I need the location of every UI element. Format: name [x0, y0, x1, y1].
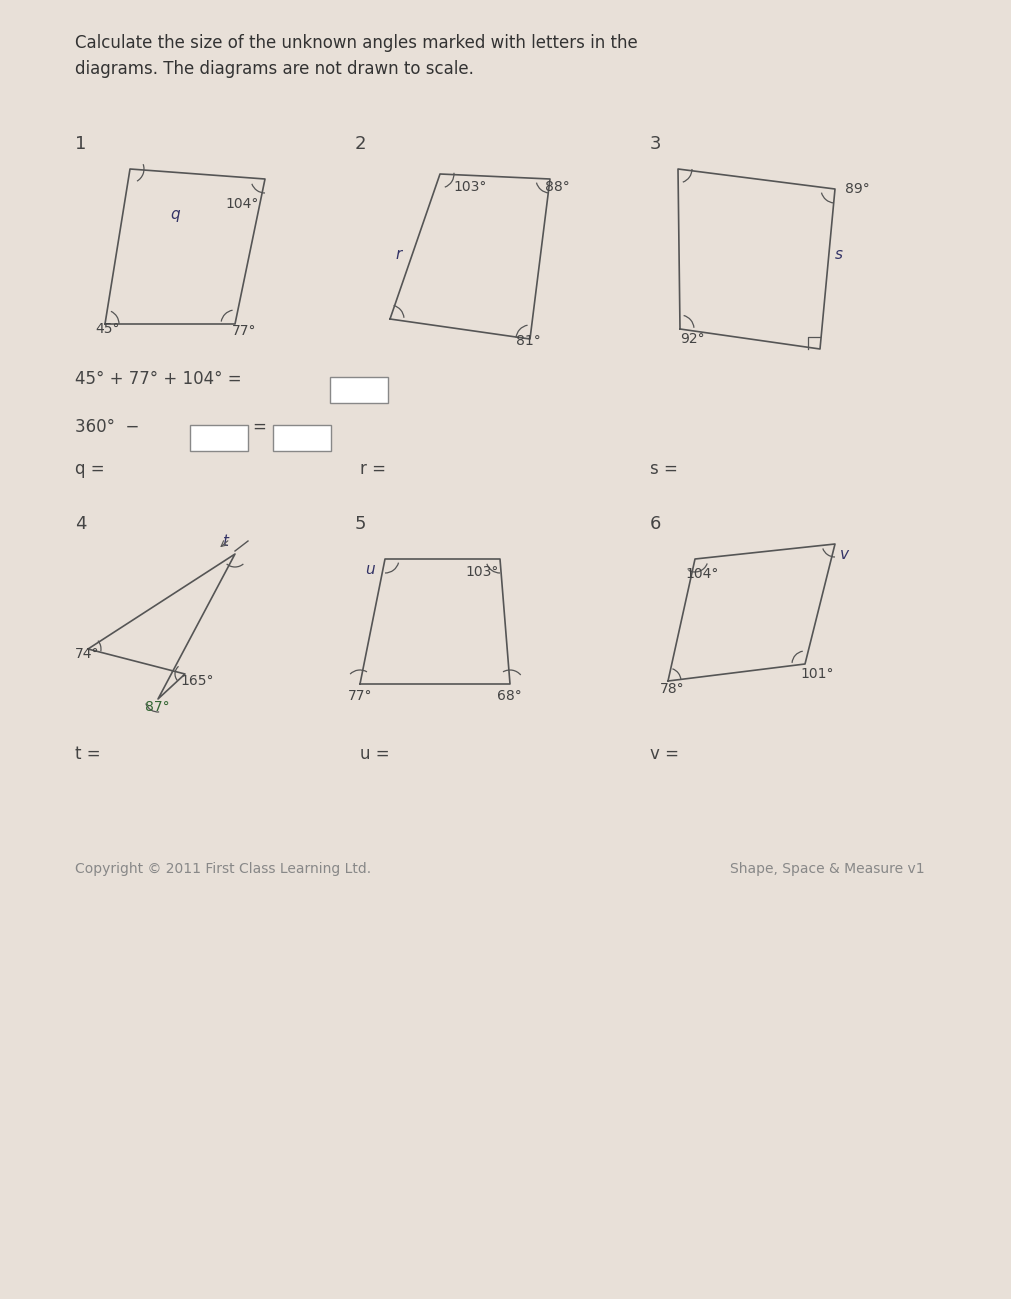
Text: 87°: 87°: [145, 700, 170, 714]
Text: 5: 5: [355, 514, 366, 533]
Text: 45° + 77° + 104° =: 45° + 77° + 104° =: [75, 370, 242, 388]
FancyBboxPatch shape: [330, 377, 387, 403]
Text: 103°: 103°: [453, 181, 486, 194]
Text: 81°: 81°: [516, 334, 540, 348]
Text: r =: r =: [360, 460, 385, 478]
Text: q =: q =: [75, 460, 104, 478]
Text: 6: 6: [649, 514, 661, 533]
Text: 1: 1: [75, 135, 86, 153]
Text: 88°: 88°: [545, 181, 569, 194]
Text: 68°: 68°: [496, 688, 522, 703]
Text: t: t: [221, 534, 227, 548]
Text: 89°: 89°: [844, 182, 868, 196]
Text: 78°: 78°: [659, 682, 684, 696]
Text: Shape, Space & Measure v1: Shape, Space & Measure v1: [729, 863, 924, 876]
Text: s: s: [834, 247, 842, 261]
Text: Copyright © 2011 First Class Learning Ltd.: Copyright © 2011 First Class Learning Lt…: [75, 863, 371, 876]
Text: 77°: 77°: [348, 688, 372, 703]
Text: 4: 4: [75, 514, 86, 533]
Text: 103°: 103°: [464, 565, 497, 579]
Text: 3: 3: [649, 135, 661, 153]
FancyBboxPatch shape: [273, 425, 331, 451]
FancyBboxPatch shape: [190, 425, 248, 451]
Text: =: =: [252, 418, 266, 436]
Text: 360°  −: 360° −: [75, 418, 140, 436]
Text: u =: u =: [360, 746, 389, 763]
Text: 101°: 101°: [800, 666, 833, 681]
Text: v =: v =: [649, 746, 678, 763]
Text: Calculate the size of the unknown angles marked with letters in the
diagrams. Th: Calculate the size of the unknown angles…: [75, 34, 637, 78]
Text: u: u: [365, 561, 374, 577]
Text: 92°: 92°: [679, 333, 704, 346]
Text: 77°: 77°: [232, 323, 256, 338]
Text: 104°: 104°: [684, 566, 718, 581]
Text: r: r: [394, 247, 400, 261]
Text: q: q: [170, 207, 180, 222]
Text: t =: t =: [75, 746, 100, 763]
Text: 165°: 165°: [180, 674, 213, 688]
Text: 104°: 104°: [224, 197, 258, 210]
Text: 2: 2: [355, 135, 366, 153]
Text: 45°: 45°: [95, 322, 119, 336]
Text: s =: s =: [649, 460, 677, 478]
Text: 74°: 74°: [75, 647, 99, 661]
Text: v: v: [839, 547, 848, 561]
